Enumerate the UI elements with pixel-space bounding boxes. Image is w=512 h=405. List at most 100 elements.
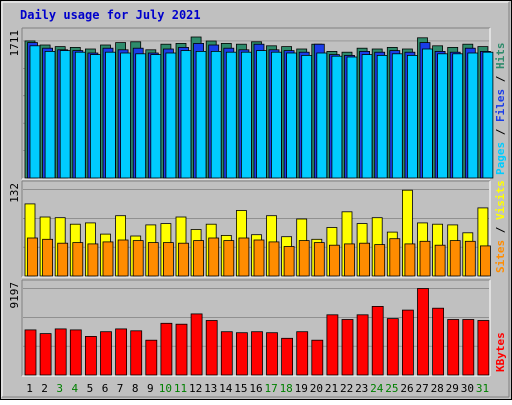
x-tick-label: 30 bbox=[461, 382, 474, 395]
panel-kbytes: 9197 KBytes bbox=[8, 279, 507, 377]
bar-sites bbox=[178, 242, 189, 277]
bar-kbytes bbox=[417, 288, 429, 376]
bar-pages bbox=[165, 52, 177, 179]
bar-kbytes bbox=[251, 331, 263, 376]
bar-sites bbox=[298, 240, 310, 277]
bar-sites bbox=[117, 239, 129, 277]
bar-sites bbox=[208, 237, 220, 277]
x-tick-label: 9 bbox=[147, 382, 154, 395]
bar-kbytes bbox=[175, 323, 188, 376]
panel-legend: Pages / Files / Hits bbox=[494, 43, 507, 176]
bar-pages bbox=[225, 51, 237, 179]
bar-kbytes bbox=[85, 335, 97, 376]
bar-sites bbox=[359, 242, 371, 277]
x-tick-label: 16 bbox=[249, 382, 262, 395]
bar-pages bbox=[316, 52, 328, 179]
bar-sites bbox=[268, 241, 280, 277]
bar-pages bbox=[90, 54, 101, 179]
bar-kbytes bbox=[160, 322, 173, 376]
bar-pages bbox=[120, 52, 131, 179]
bar-pages bbox=[346, 56, 358, 179]
panel-legend: KBytes bbox=[494, 332, 507, 372]
legend-entry-visits: Visits bbox=[494, 180, 507, 220]
bar-kbytes bbox=[205, 320, 218, 376]
bar-sites bbox=[162, 242, 174, 277]
bar-kbytes bbox=[130, 330, 143, 376]
bar-kbytes bbox=[100, 331, 112, 376]
bar-kbytes bbox=[145, 339, 158, 376]
bar-pages bbox=[240, 51, 252, 179]
bar-sites bbox=[132, 240, 144, 277]
panel-hits: 1711 Pages / Files / Hits bbox=[8, 27, 507, 180]
bar-kbytes bbox=[477, 320, 490, 376]
bar-kbytes bbox=[432, 307, 445, 376]
x-tick-label: 20 bbox=[310, 382, 323, 395]
bar-kbytes bbox=[401, 309, 414, 376]
x-tick-label: 7 bbox=[117, 382, 124, 395]
bar-pages bbox=[301, 55, 313, 179]
bar-pages bbox=[29, 45, 41, 179]
x-tick-label: 23 bbox=[355, 382, 368, 395]
bar-pages bbox=[331, 55, 343, 179]
bar-kbytes bbox=[235, 332, 248, 376]
bar-sites bbox=[328, 244, 340, 277]
bar-pages bbox=[195, 51, 207, 179]
panel-max-label: 9197 bbox=[8, 282, 21, 309]
bar-sites bbox=[464, 240, 476, 277]
x-tick-label: 24 bbox=[370, 382, 384, 395]
bar-sites bbox=[223, 240, 235, 277]
legend-entry-hits: Hits bbox=[494, 43, 507, 70]
bar-sites bbox=[434, 244, 446, 277]
bar-sites bbox=[479, 245, 491, 277]
x-tick-label: 17 bbox=[264, 382, 277, 395]
bar-sites bbox=[238, 237, 250, 277]
x-tick-labels: 1 2 3 4 5 6 7 8 9 10 11 12 13 14 15 16 17 18 19 20 21 22 23 24 2… bbox=[26, 382, 489, 395]
x-tick-label: 25 bbox=[385, 382, 398, 395]
x-tick-label: 8 bbox=[132, 382, 139, 395]
bar-kbytes bbox=[54, 328, 67, 376]
bar-kbytes bbox=[281, 337, 294, 376]
bar-pages bbox=[437, 53, 449, 179]
bar-kbytes bbox=[296, 331, 309, 376]
bar-kbytes bbox=[447, 319, 460, 376]
x-tick-label: 19 bbox=[295, 382, 308, 395]
bar-sites bbox=[313, 242, 325, 277]
bar-kbytes bbox=[69, 329, 82, 376]
bar-sites bbox=[193, 240, 205, 277]
legend-separator: / bbox=[494, 122, 507, 142]
panel-max-label: 1711 bbox=[8, 30, 21, 57]
bar-kbytes bbox=[326, 314, 339, 376]
bar-pages bbox=[256, 50, 267, 179]
bar-sites bbox=[389, 238, 401, 277]
x-tick-label: 5 bbox=[87, 382, 94, 395]
bar-kbytes bbox=[39, 333, 52, 376]
bar-pages bbox=[391, 53, 403, 179]
bar-sites bbox=[344, 243, 355, 277]
bar-sites bbox=[449, 240, 461, 277]
bar-sites bbox=[102, 241, 114, 277]
x-tick-label: 14 bbox=[219, 382, 233, 395]
bar-pages bbox=[150, 54, 162, 179]
bar-sites bbox=[147, 242, 159, 277]
x-tick-label: 2 bbox=[41, 382, 48, 395]
bar-pages bbox=[210, 51, 222, 179]
bar-kbytes bbox=[386, 318, 399, 376]
bar-kbytes bbox=[190, 313, 203, 376]
bar-kbytes bbox=[371, 305, 384, 376]
bar-sites bbox=[42, 238, 53, 277]
bar-sites bbox=[419, 240, 431, 277]
x-tick-label: 6 bbox=[102, 382, 109, 395]
bar-pages bbox=[361, 54, 373, 179]
bar-pages bbox=[180, 50, 192, 179]
x-tick-label: 29 bbox=[446, 382, 459, 395]
bar-pages bbox=[376, 55, 388, 179]
bar-kbytes bbox=[462, 319, 475, 376]
panel-legend: Sites / Visits bbox=[494, 180, 507, 273]
legend-separator: / bbox=[494, 69, 507, 89]
bar-pages bbox=[286, 52, 298, 179]
x-tick-label: 4 bbox=[71, 382, 78, 395]
bar-pages bbox=[74, 51, 86, 179]
bar-sites bbox=[253, 239, 265, 277]
bar-sites bbox=[72, 242, 84, 277]
